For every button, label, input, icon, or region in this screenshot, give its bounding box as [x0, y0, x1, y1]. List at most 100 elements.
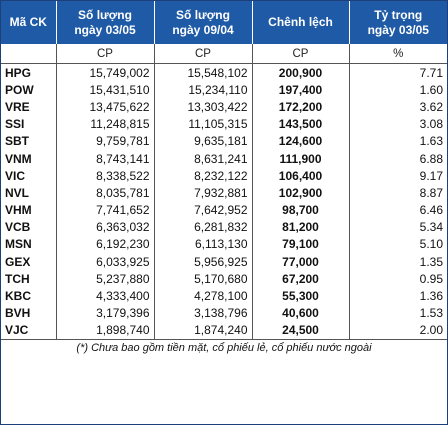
unit-row: CP CP CP %	[1, 44, 447, 64]
cell-diff: 111,900	[252, 149, 350, 168]
cell-diff: 98,700	[252, 201, 350, 219]
cell-qty-0305: 9,759,781	[56, 132, 155, 150]
cell-qty-0305: 5,237,880	[56, 270, 155, 288]
cell-code: MSN	[1, 235, 57, 254]
cell-code: VHM	[1, 201, 57, 219]
cell-qty-0305: 6,192,230	[56, 235, 155, 254]
holdings-table: Mã CK Số lượng ngày 03/05 Số lượng ngày 09…	[1, 1, 447, 339]
cell-weight: 0.95	[419, 271, 443, 286]
cell-diff: 124,600	[252, 132, 350, 150]
cell-code: SSI	[1, 115, 57, 133]
table-row: MSN 6,192,230 6,113,130 79,100 5.10	[1, 235, 447, 254]
header-diff: Chênh lệch	[252, 1, 350, 44]
cell-diff: 24,500	[252, 321, 350, 339]
cell-weight: 5.10	[419, 237, 443, 252]
table-row: VNM 8,743,141 8,631,241 111,900 6.88	[1, 149, 447, 168]
unit-code	[1, 44, 57, 64]
cell-diff: 77,000	[252, 253, 350, 271]
cell-weight: 1.63	[419, 134, 443, 149]
cell-weight: 3.08	[419, 117, 443, 132]
cell-code: POW	[1, 81, 57, 99]
header-qty-0305: Số lượng ngày 03/05	[56, 1, 155, 44]
cell-qty-0305: 8,338,522	[56, 167, 155, 185]
cell-code: BVH	[1, 304, 57, 322]
cell-weight: 9.17	[419, 168, 443, 183]
unit-qty-0305: CP	[56, 44, 155, 64]
cell-weight: 6.46	[419, 203, 443, 218]
cell-qty-0305: 6,033,925	[56, 253, 155, 271]
cell-qty-0305: 4,333,400	[56, 287, 155, 305]
cell-code: VRE	[1, 98, 57, 116]
cell-qty-0305: 8,743,141	[56, 149, 155, 168]
cell-qty-0904: 8,631,241	[154, 149, 253, 168]
table-row: HPG 15,749,002 15,548,102 200,900 7.71	[1, 63, 447, 82]
cell-qty-0904: 8,232,122	[154, 167, 253, 185]
cell-qty-0305: 15,431,510	[56, 81, 155, 99]
table-row: VHM 7,741,652 7,642,952 98,700 6.46	[1, 201, 447, 219]
cell-diff: 81,200	[252, 218, 350, 236]
cell-qty-0904: 7,932,881	[154, 184, 253, 202]
cell-qty-0305: 8,035,781	[56, 184, 155, 202]
cell-diff: 172,200	[252, 98, 350, 116]
cell-qty-0904: 13,303,422	[154, 98, 253, 116]
header-weight: Tỷ trọng ngày 03/05	[349, 1, 447, 44]
cell-qty-0904: 15,234,110	[154, 81, 253, 99]
cell-qty-0305: 13,475,622	[56, 98, 155, 116]
cell-weight: 1.53	[419, 306, 443, 321]
table-row: VRE 13,475,622 13,303,422 172,200 3.62	[1, 98, 447, 116]
cell-code: VCB	[1, 218, 57, 236]
cell-qty-0904: 6,113,130	[154, 235, 253, 254]
cell-qty-0904: 5,170,680	[154, 270, 253, 288]
cell-code: VIC	[1, 167, 57, 185]
cell-diff: 197,400	[252, 81, 350, 99]
cell-weight: 1.36	[419, 289, 443, 304]
table-row: VIC 8,338,522 8,232,122 106,400 9.17	[1, 167, 447, 185]
cell-weight: 7.71	[419, 65, 443, 80]
table-row: POW 15,431,510 15,234,110 197,400 1.60	[1, 81, 447, 99]
cell-weight: 1.60	[419, 82, 443, 97]
unit-qty-0904: CP	[154, 44, 253, 64]
table-row: VCB 6,363,032 6,281,832 81,200 5.34	[1, 218, 447, 236]
cell-weight: 5.34	[419, 220, 443, 235]
table-row: VJC 1,898,740 1,874,240 24,500 2.00	[1, 321, 447, 339]
cell-weight: 3.62	[419, 99, 443, 114]
table-row: KBC 4,333,400 4,278,100 55,300 1.36	[1, 287, 447, 305]
cell-weight: 1.35	[419, 254, 443, 269]
cell-qty-0904: 3,138,796	[154, 304, 253, 322]
cell-qty-0904: 6,281,832	[154, 218, 253, 236]
cell-diff: 143,500	[252, 115, 350, 133]
cell-qty-0904: 7,642,952	[154, 201, 253, 219]
cell-code: VNM	[1, 149, 57, 168]
table-row: SBT 9,759,781 9,635,181 124,600 1.63	[1, 132, 447, 150]
footnote: (*) Chưa bao gồm tiền mặt, cổ phiếu lẻ, …	[1, 339, 447, 356]
cell-qty-0305: 6,363,032	[56, 218, 155, 236]
header-qty-0904: Số lượng ngày 09/04	[154, 1, 253, 44]
table-row: NVL 8,035,781 7,932,881 102,900 8.87	[1, 184, 447, 202]
cell-diff: 55,300	[252, 287, 350, 305]
table-row: SSI 11,248,815 11,105,315 143,500 3.08	[1, 115, 447, 133]
table-row: BVH 3,179,396 3,138,796 40,600 1.53	[1, 304, 447, 322]
cell-diff: 200,900	[252, 63, 350, 82]
cell-qty-0904: 11,105,315	[154, 115, 253, 133]
unit-weight: %	[349, 44, 447, 64]
cell-qty-0305: 3,179,396	[56, 304, 155, 322]
cell-weight: 6.88	[419, 151, 443, 166]
cell-qty-0904: 9,635,181	[154, 132, 253, 150]
cell-diff: 67,200	[252, 270, 350, 288]
header-code: Mã CK	[1, 1, 57, 44]
cell-diff: 79,100	[252, 235, 350, 254]
cell-diff: 102,900	[252, 184, 350, 202]
cell-qty-0904: 15,548,102	[154, 63, 253, 82]
unit-diff: CP	[252, 44, 350, 64]
cell-qty-0904: 5,956,925	[154, 253, 253, 271]
cell-weight: 2.00	[419, 323, 443, 338]
cell-code: KBC	[1, 287, 57, 305]
table-row: GEX 6,033,925 5,956,925 77,000 1.35	[1, 253, 447, 271]
cell-code: VJC	[1, 321, 57, 339]
header-row: Mã CK Số lượng ngày 03/05 Số lượng ngày 09…	[1, 1, 447, 44]
cell-code: SBT	[1, 132, 57, 150]
cell-code: GEX	[1, 253, 57, 271]
cell-code: NVL	[1, 184, 57, 202]
cell-qty-0305: 11,248,815	[56, 115, 155, 133]
